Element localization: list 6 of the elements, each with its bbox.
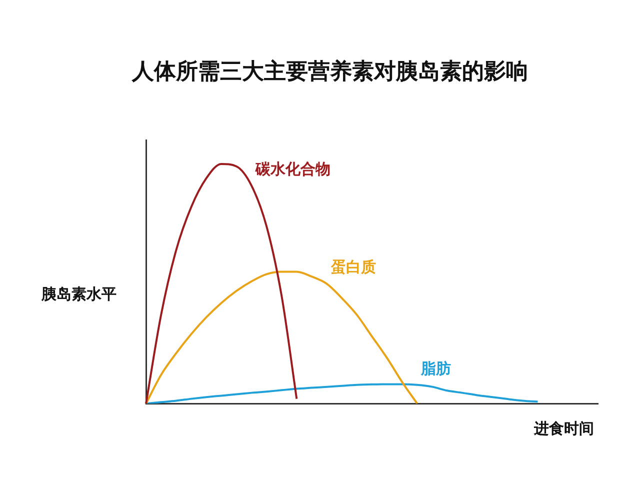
- chart-title: 人体所需三大主要营养素对胰岛素的影响: [131, 58, 528, 85]
- series-label: 碳水化合物: [254, 160, 330, 178]
- y-axis-title: 胰岛素水平: [40, 284, 116, 303]
- series-label: 蛋白质: [330, 258, 376, 276]
- series-label: 脂肪: [420, 359, 452, 378]
- x-axis-title: 进食时间: [533, 419, 594, 438]
